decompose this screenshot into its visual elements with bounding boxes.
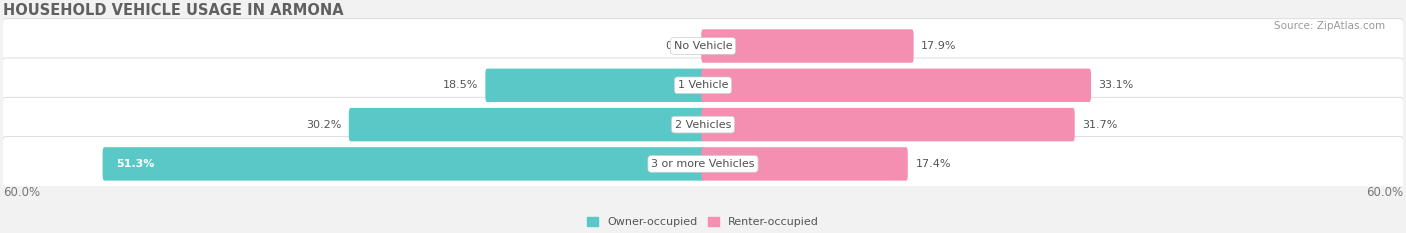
FancyBboxPatch shape (702, 108, 1074, 141)
Text: 33.1%: 33.1% (1098, 80, 1133, 90)
Text: 60.0%: 60.0% (1367, 185, 1403, 199)
Text: 51.3%: 51.3% (115, 159, 155, 169)
Text: 2 Vehicles: 2 Vehicles (675, 120, 731, 130)
FancyBboxPatch shape (485, 69, 704, 102)
Text: HOUSEHOLD VEHICLE USAGE IN ARMONA: HOUSEHOLD VEHICLE USAGE IN ARMONA (3, 3, 343, 18)
Text: 31.7%: 31.7% (1083, 120, 1118, 130)
Legend: Owner-occupied, Renter-occupied: Owner-occupied, Renter-occupied (586, 217, 820, 227)
FancyBboxPatch shape (1, 19, 1405, 73)
Text: 60.0%: 60.0% (3, 185, 39, 199)
FancyBboxPatch shape (1, 97, 1405, 152)
FancyBboxPatch shape (702, 147, 908, 181)
FancyBboxPatch shape (702, 69, 1091, 102)
FancyBboxPatch shape (1, 58, 1405, 113)
Text: 18.5%: 18.5% (443, 80, 478, 90)
Text: No Vehicle: No Vehicle (673, 41, 733, 51)
FancyBboxPatch shape (1, 137, 1405, 191)
Text: Source: ZipAtlas.com: Source: ZipAtlas.com (1274, 21, 1385, 31)
Text: 17.9%: 17.9% (921, 41, 956, 51)
FancyBboxPatch shape (702, 29, 914, 63)
Text: 30.2%: 30.2% (307, 120, 342, 130)
Text: 0.0%: 0.0% (665, 41, 693, 51)
Text: 17.4%: 17.4% (915, 159, 950, 169)
FancyBboxPatch shape (349, 108, 704, 141)
Text: 3 or more Vehicles: 3 or more Vehicles (651, 159, 755, 169)
FancyBboxPatch shape (103, 147, 704, 181)
Text: 1 Vehicle: 1 Vehicle (678, 80, 728, 90)
